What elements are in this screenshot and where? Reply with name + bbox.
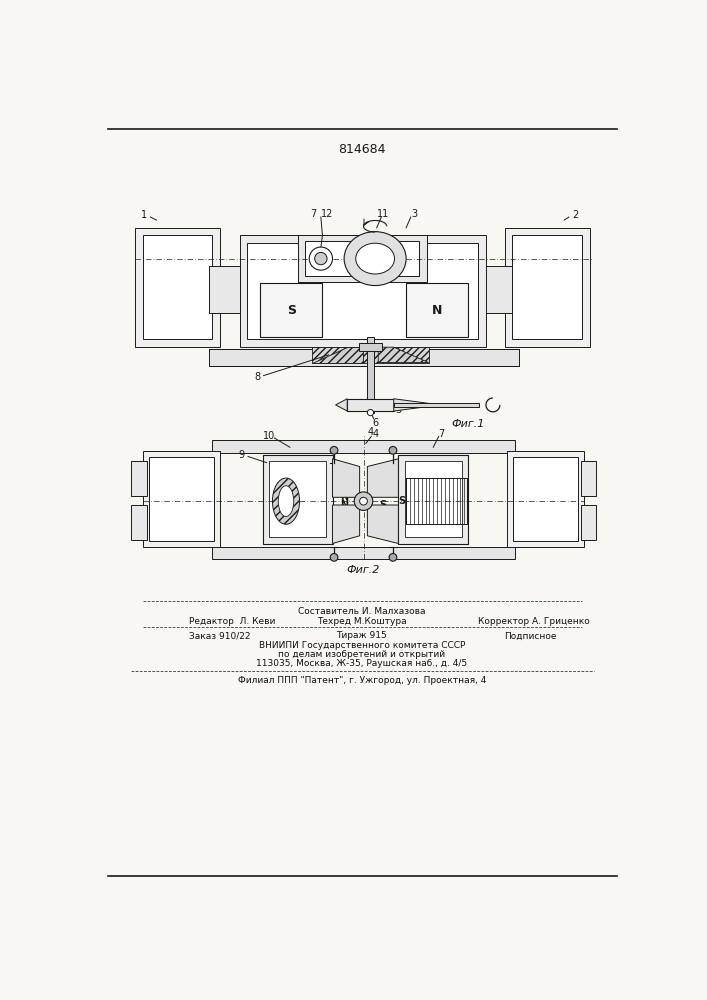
Bar <box>406 478 467 524</box>
Text: 4: 4 <box>372 429 378 439</box>
Text: S: S <box>399 496 406 506</box>
Polygon shape <box>394 399 440 411</box>
Text: ВНИИПИ Государственного комитета СССР: ВНИИПИ Государственного комитета СССР <box>259 641 465 650</box>
Bar <box>485 266 513 312</box>
Text: 9: 9 <box>239 450 245 460</box>
Text: S: S <box>341 475 348 485</box>
Bar <box>131 505 146 540</box>
Bar <box>149 457 214 541</box>
Bar <box>269 461 327 537</box>
Bar <box>368 337 373 413</box>
Circle shape <box>389 554 397 561</box>
Text: Фиг.2: Фиг.2 <box>347 565 380 575</box>
Bar <box>143 235 212 339</box>
Text: Редактор  Л. Кеви: Редактор Л. Кеви <box>189 617 276 626</box>
Text: Заказ 910/22: Заказ 910/22 <box>189 631 250 640</box>
Ellipse shape <box>356 243 395 274</box>
Text: 8: 8 <box>255 372 260 382</box>
Text: по делам изобретений и открытий: по делам изобретений и открытий <box>279 650 445 659</box>
Polygon shape <box>336 399 347 411</box>
Polygon shape <box>378 347 428 363</box>
Bar <box>580 505 596 540</box>
Circle shape <box>368 410 373 416</box>
Bar <box>263 455 332 544</box>
Bar <box>359 343 382 351</box>
Circle shape <box>315 252 327 265</box>
Text: 6: 6 <box>372 418 378 428</box>
Bar <box>212 440 515 453</box>
Bar <box>305 241 419 276</box>
Bar <box>507 451 585 547</box>
Bar <box>143 451 220 547</box>
Bar <box>406 283 468 337</box>
Text: 10: 10 <box>263 431 275 441</box>
Text: 113035, Москва, Ж-35, Раушская наб., д. 4/5: 113035, Москва, Ж-35, Раушская наб., д. … <box>257 659 467 668</box>
Bar <box>131 461 146 496</box>
Bar <box>513 457 578 541</box>
Text: 814684: 814684 <box>338 143 386 156</box>
Text: 7: 7 <box>438 429 444 439</box>
Text: Техред М.Коштура: Техред М.Коштура <box>317 617 407 626</box>
Polygon shape <box>368 459 398 497</box>
Text: 11: 11 <box>377 209 389 219</box>
Ellipse shape <box>279 486 293 517</box>
Bar <box>347 399 394 411</box>
Text: S: S <box>338 519 345 529</box>
Text: Корректор А. Гриценко: Корректор А. Гриценко <box>478 617 590 626</box>
Text: N: N <box>340 492 348 502</box>
Bar <box>513 235 582 339</box>
Bar <box>312 347 428 363</box>
Text: N: N <box>381 518 390 528</box>
Circle shape <box>309 247 332 270</box>
Text: 4: 4 <box>368 427 373 437</box>
Text: N: N <box>432 304 443 317</box>
Bar <box>394 403 479 407</box>
Polygon shape <box>368 505 398 544</box>
Text: Составитель И. Малхазова: Составитель И. Малхазова <box>298 607 426 616</box>
Circle shape <box>360 497 368 505</box>
Text: Подписное: Подписное <box>504 631 556 640</box>
Polygon shape <box>332 505 360 544</box>
Bar <box>209 266 240 312</box>
Ellipse shape <box>272 478 300 524</box>
Bar <box>212 547 515 559</box>
Bar <box>298 235 427 282</box>
Circle shape <box>330 554 338 561</box>
Text: N: N <box>340 500 348 510</box>
Circle shape <box>389 446 397 454</box>
Bar <box>247 243 478 339</box>
Text: S: S <box>380 500 387 510</box>
Text: 1: 1 <box>141 210 147 220</box>
Text: S: S <box>287 304 296 317</box>
Ellipse shape <box>344 232 406 286</box>
Bar <box>398 455 468 544</box>
Text: 12: 12 <box>321 209 333 219</box>
Bar <box>580 461 596 496</box>
Bar <box>260 283 322 337</box>
Text: 7: 7 <box>310 209 316 219</box>
Text: Фиг.1: Фиг.1 <box>452 419 485 429</box>
Polygon shape <box>332 459 360 497</box>
Circle shape <box>354 492 373 510</box>
Bar <box>404 461 462 537</box>
Text: Тираж 915: Тираж 915 <box>337 631 387 640</box>
Bar <box>209 349 518 366</box>
Text: 3: 3 <box>411 209 417 219</box>
Text: Филиал ППП "Патент", г. Ужгород, ул. Проектная, 4: Филиал ППП "Патент", г. Ужгород, ул. Про… <box>238 676 486 685</box>
Circle shape <box>330 446 338 454</box>
Text: 5: 5 <box>395 405 402 415</box>
Bar <box>505 228 590 347</box>
Bar <box>135 228 220 347</box>
Text: 2: 2 <box>572 210 578 220</box>
Polygon shape <box>312 347 363 363</box>
Bar <box>240 235 486 347</box>
Text: S: S <box>380 475 387 485</box>
